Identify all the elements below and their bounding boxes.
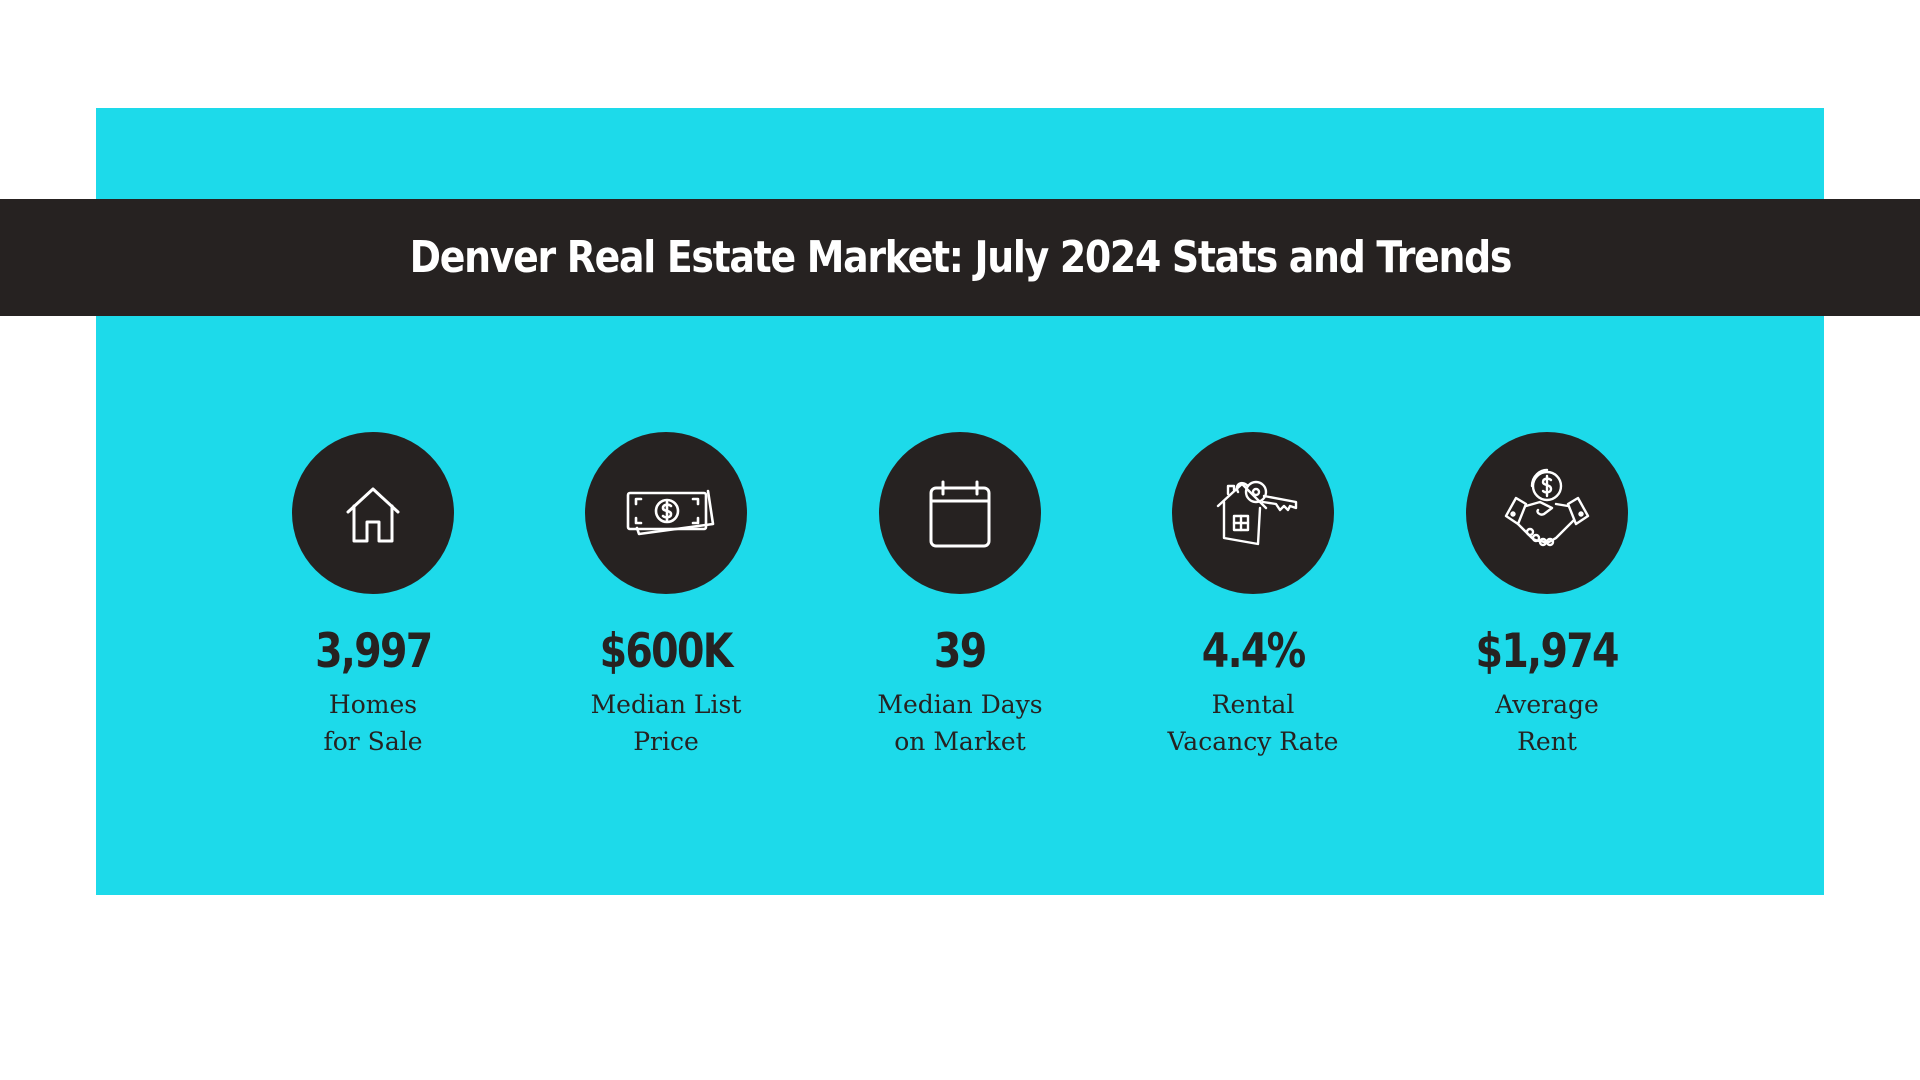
house-icon xyxy=(292,432,454,594)
stat-average-rent: $1,974 Average Rent xyxy=(1427,432,1667,760)
page-title: Denver Real Estate Market: July 2024 Sta… xyxy=(409,232,1512,283)
stat-label-line: Median Days xyxy=(877,690,1043,719)
stat-label-line: Median List xyxy=(590,690,742,719)
stat-label-line: Vacancy Rate xyxy=(1167,727,1339,756)
stat-value: $600K xyxy=(599,624,734,679)
stat-label-line: on Market xyxy=(894,727,1026,756)
stat-label-line: for Sale xyxy=(323,727,423,756)
house-key-icon xyxy=(1172,432,1334,594)
stat-value: 39 xyxy=(934,624,987,679)
stat-label: Homes for Sale xyxy=(323,686,422,760)
title-banner: Denver Real Estate Market: July 2024 Sta… xyxy=(0,199,1920,316)
stat-label-line: Rent xyxy=(1517,727,1577,756)
stat-label-line: Price xyxy=(633,727,699,756)
stat-median-list-price: $600K Median List Price xyxy=(546,432,786,760)
stat-value: 3,997 xyxy=(314,624,433,679)
handshake-dollar-icon xyxy=(1466,432,1628,594)
stat-value: $1,974 xyxy=(1475,624,1620,679)
stat-median-days-on-market: 39 Median Days on Market xyxy=(840,432,1080,760)
stat-label: Average Rent xyxy=(1495,686,1599,760)
stat-value: 4.4% xyxy=(1201,624,1306,679)
stat-label-line: Average xyxy=(1495,690,1599,719)
stats-row: 3,997 Homes for Sale xyxy=(0,432,1920,772)
stat-label: Median Days on Market xyxy=(877,686,1042,760)
stat-label-line: Homes xyxy=(328,690,418,719)
stat-label: Median List Price xyxy=(591,686,742,760)
stat-rental-vacancy-rate: 4.4% Rental Vacancy Rate xyxy=(1133,432,1373,760)
stat-label: Rental Vacancy Rate xyxy=(1168,686,1339,760)
stat-label-line: Rental xyxy=(1211,690,1295,719)
money-bill-icon xyxy=(585,432,747,594)
calendar-icon xyxy=(879,432,1041,594)
stat-homes-for-sale: 3,997 Homes for Sale xyxy=(253,432,493,760)
